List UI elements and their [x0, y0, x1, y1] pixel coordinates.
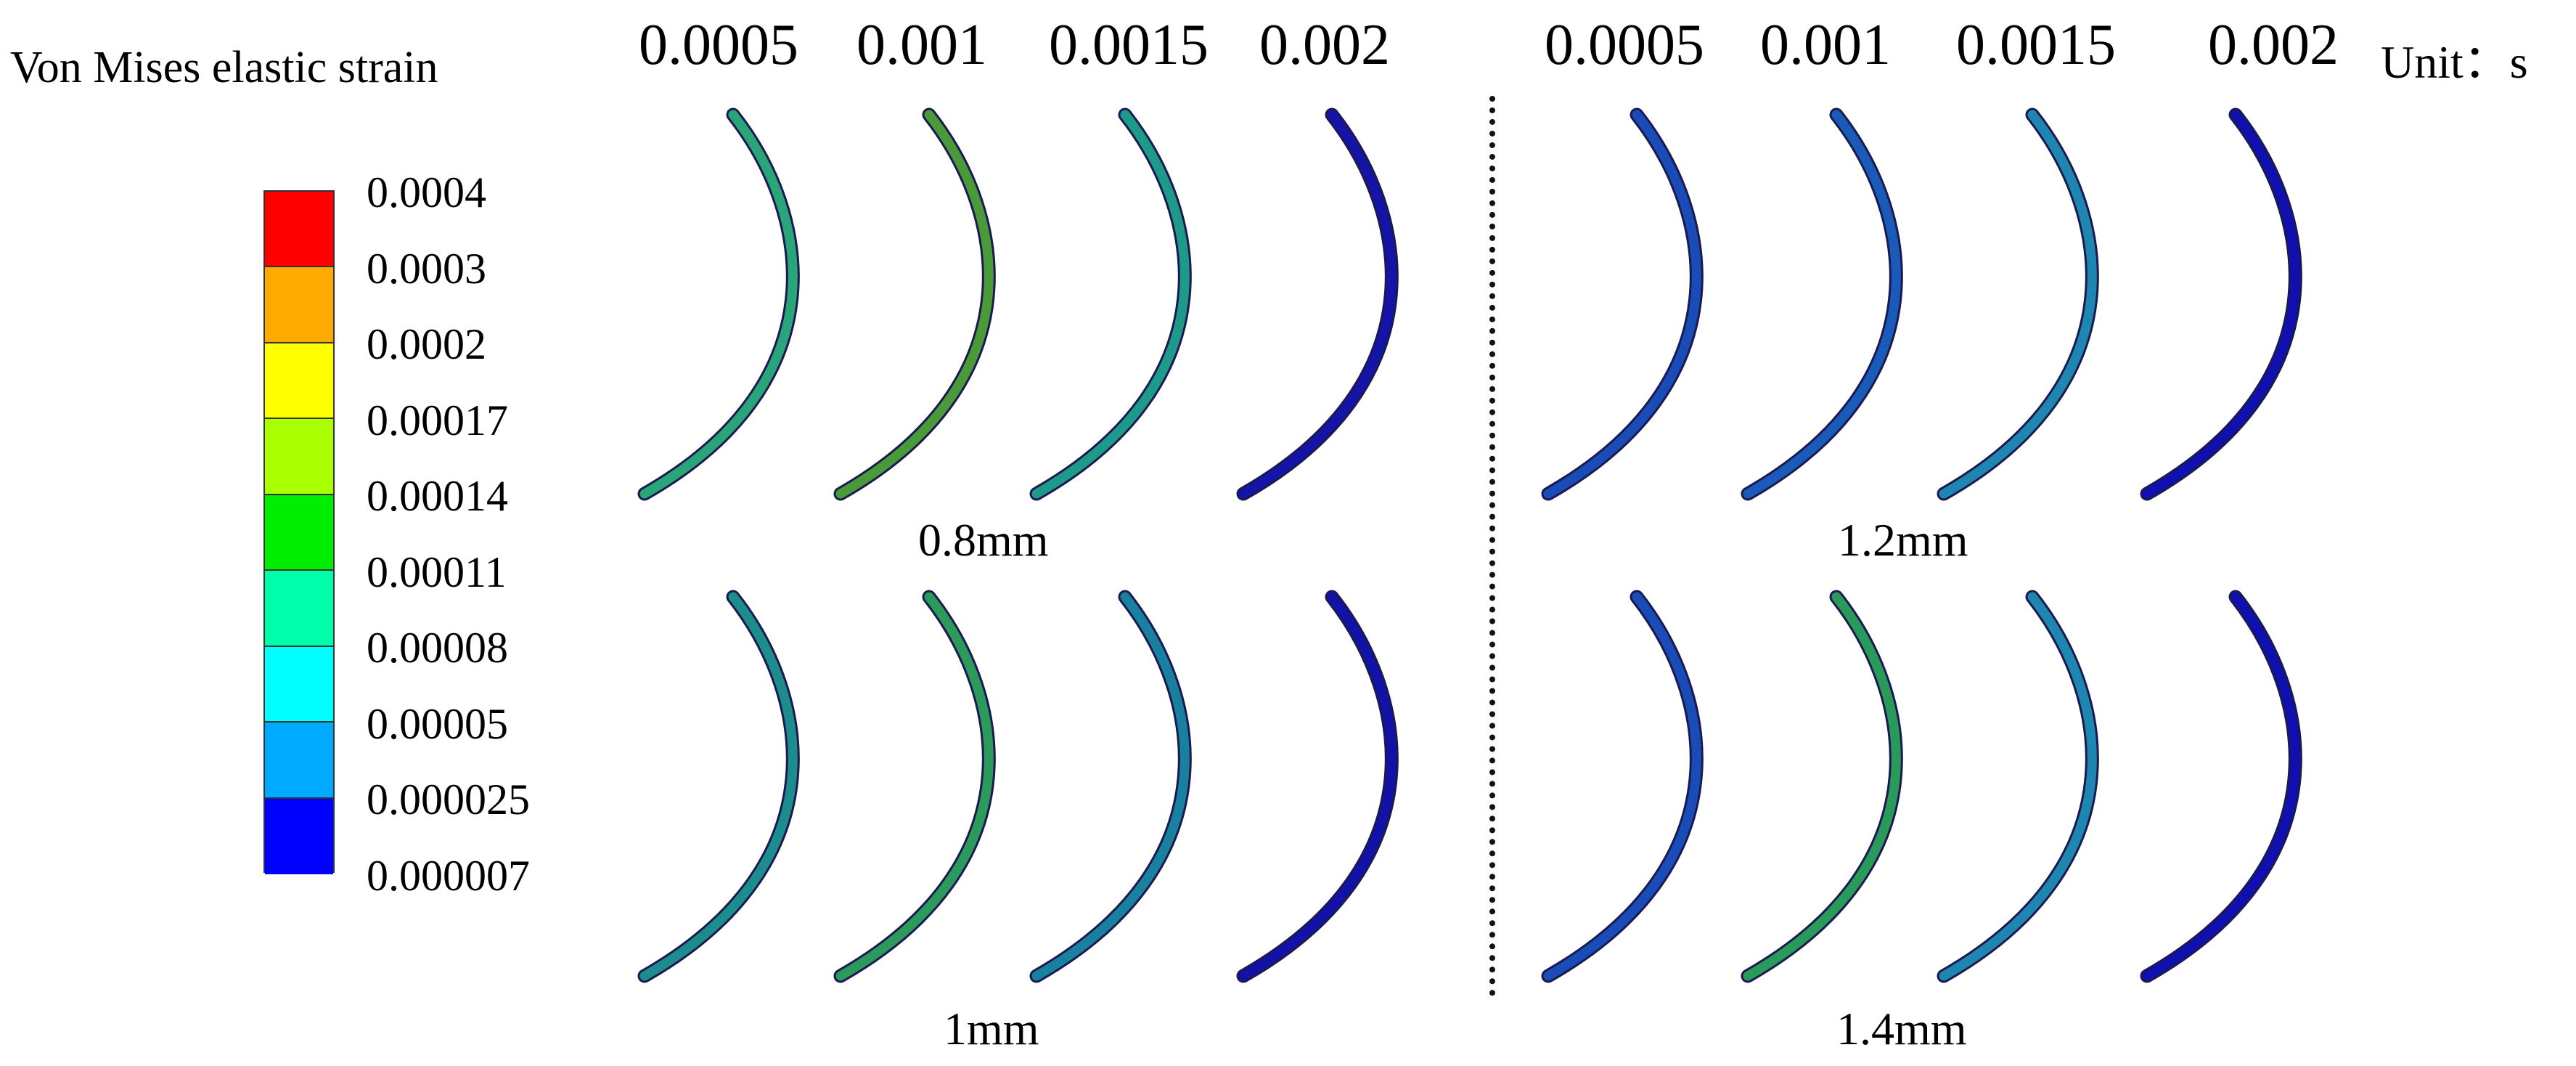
time-label: 0.0015: [1049, 13, 1209, 77]
thickness-label: 1mm: [944, 1003, 1039, 1054]
legend-swatch: [265, 495, 333, 571]
blade-body: [1238, 110, 1397, 499]
blade-shape: [1741, 590, 1903, 983]
legend-level-label: 0.00014: [367, 472, 508, 520]
blade-body: [835, 592, 994, 981]
blade-shape: [1236, 107, 1399, 501]
blade-body: [1743, 110, 1901, 499]
legend-swatch: [265, 419, 333, 495]
time-label: 0.002: [1259, 13, 1390, 77]
time-label: 0.0005: [1545, 13, 1704, 77]
legend-level-label: 0.0002: [367, 320, 486, 368]
blade-shape: [637, 590, 800, 983]
blade-body: [1939, 592, 2097, 981]
legend-level-label: 0.00011: [367, 548, 507, 596]
legend-swatch: [265, 646, 333, 723]
blade-shape: [637, 107, 800, 501]
blade-body: [1031, 592, 1190, 981]
blade-body: [1238, 592, 1397, 981]
time-label: 0.0015: [1956, 13, 2116, 77]
blade-shape: [2140, 107, 2302, 501]
legend-level-label: 0.0004: [367, 168, 486, 216]
blade-shape: [833, 107, 996, 501]
legend-level-label: 0.000025: [367, 776, 530, 823]
dashed-divider: [1489, 96, 1495, 996]
blade-shape: [2140, 590, 2302, 983]
time-label: 0.002: [2208, 13, 2339, 77]
blade-body: [1939, 110, 2097, 499]
blade-body: [835, 110, 994, 499]
legend-title: Von Mises elastic strain: [10, 43, 438, 92]
legend-level-label: 0.0003: [367, 244, 486, 293]
blade-body: [639, 592, 798, 981]
blade-shape: [1741, 107, 1903, 501]
color-scale-bar: [263, 190, 335, 874]
thickness-label: 1.4mm: [1836, 1003, 1967, 1054]
blade-body: [1543, 110, 1701, 499]
blade-shape: [1029, 107, 1192, 501]
blade-body: [1543, 592, 1701, 981]
blade-shape: [833, 590, 996, 983]
blade-body: [1031, 110, 1190, 499]
time-label: 0.0005: [639, 13, 798, 77]
legend-swatch: [265, 571, 333, 647]
blade-shape: [1541, 590, 1704, 983]
blade-body: [639, 110, 798, 499]
time-label: 0.001: [1760, 13, 1891, 77]
legend-level-label: 0.00008: [367, 624, 508, 672]
legend-swatch: [265, 267, 333, 343]
thickness-label: 1.2mm: [1838, 514, 1968, 566]
legend-level-label: 0.000007: [367, 851, 530, 900]
legend-swatch: [265, 192, 333, 268]
blade-body: [2142, 110, 2300, 499]
legend-swatch: [265, 723, 333, 799]
legend-level-label: 0.00005: [367, 699, 508, 748]
blade-shape: [1236, 590, 1399, 983]
blade-shape: [1029, 590, 1192, 983]
thickness-label: 0.8mm: [918, 514, 1049, 566]
blade-shape: [1541, 107, 1704, 501]
unit-label: Unit：s: [2381, 36, 2528, 88]
legend-swatch: [265, 798, 333, 874]
blade-body: [2142, 592, 2300, 981]
legend-swatch: [265, 343, 333, 420]
time-label: 0.001: [856, 13, 987, 77]
blade-shape: [1937, 107, 2099, 501]
blade-shape: [1937, 590, 2099, 983]
legend-level-label: 0.00017: [367, 396, 508, 444]
blade-body: [1743, 592, 1901, 981]
